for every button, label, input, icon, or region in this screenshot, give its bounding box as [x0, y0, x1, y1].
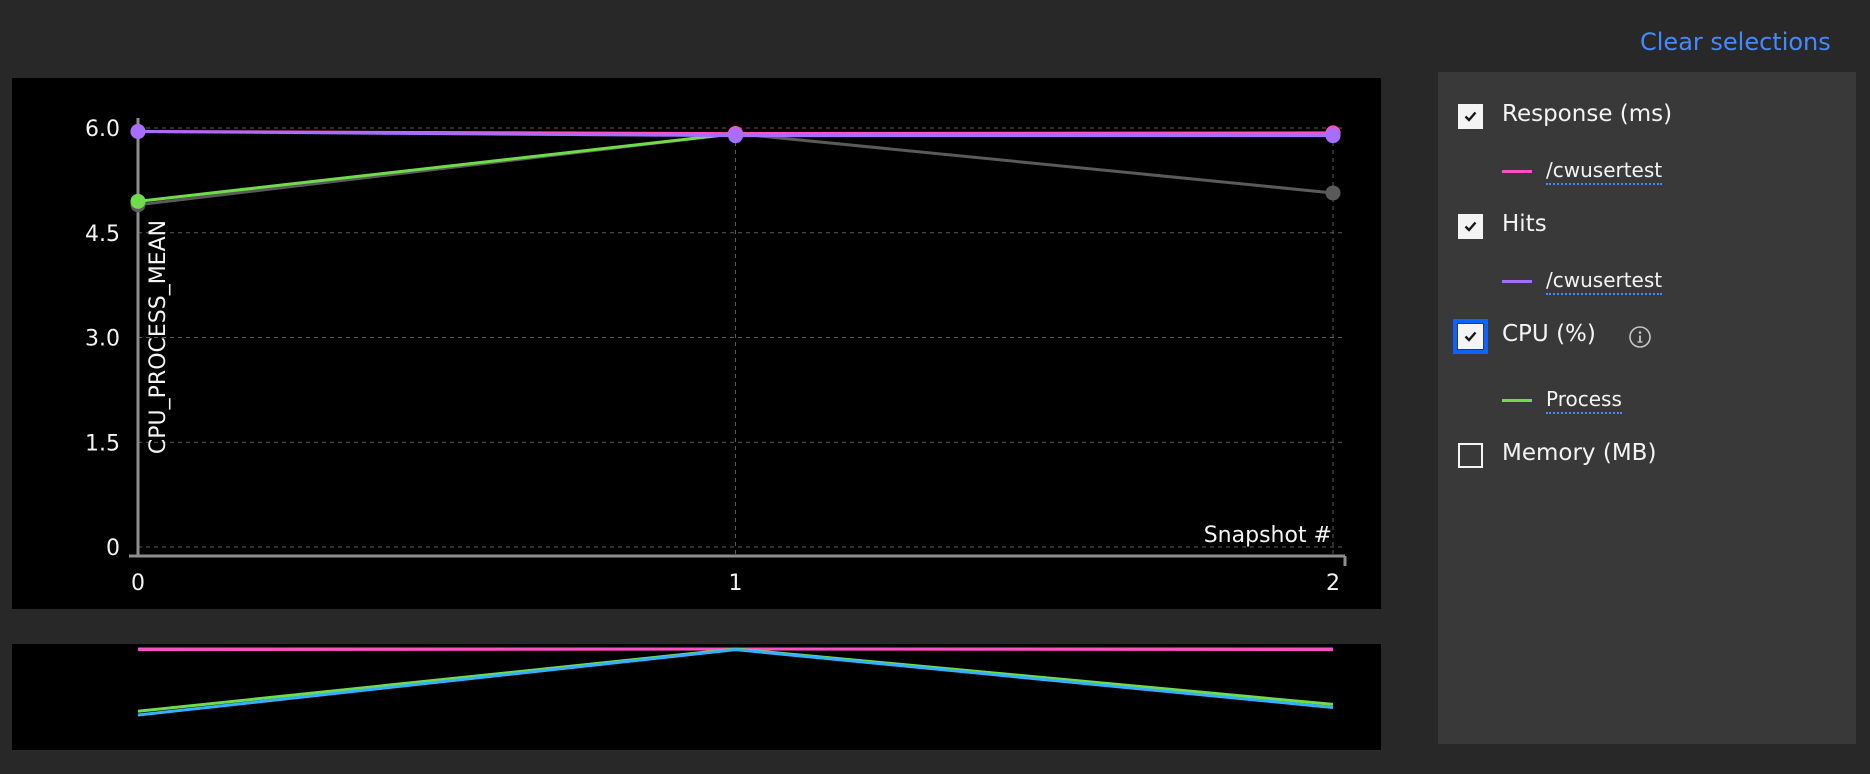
overview-line-3	[137, 648, 1334, 717]
data-point	[130, 123, 146, 139]
data-point	[1325, 128, 1341, 144]
checkmark-icon	[1464, 331, 1477, 342]
x-tick-label: 2	[1326, 571, 1340, 596]
overview-chart[interactable]	[12, 644, 1381, 750]
checkmark-icon	[1464, 111, 1477, 122]
y-tick-label: 6.0	[85, 117, 120, 142]
series-swatch	[1502, 280, 1532, 283]
cpu-checkbox[interactable]	[1453, 319, 1488, 354]
x-tick-label: 0	[131, 571, 145, 596]
x-axis-label: Snapshot #	[1204, 523, 1332, 548]
hits-checkbox[interactable]	[1458, 214, 1483, 239]
y-tick-label: 4.5	[85, 222, 120, 247]
response-checkbox[interactable]	[1458, 104, 1483, 129]
info-icon[interactable]	[1628, 325, 1652, 349]
overview-chart-svg	[137, 647, 1334, 717]
y-tick-label: 3.0	[85, 327, 120, 352]
cpu-label: CPU (%)	[1502, 321, 1596, 347]
hits-label: Hits	[1502, 211, 1547, 237]
y-tick-label: 0	[106, 536, 120, 561]
series-swatch	[1502, 399, 1532, 402]
clear-selections-button[interactable]: Clear selections	[1640, 28, 1831, 56]
main-chart[interactable]: 6.0 4.5 3.0 1.5 0 0 1 2 CPU_PROCESS_MEAN Snapshot…	[12, 78, 1381, 609]
response-label: Response (ms)	[1502, 101, 1673, 127]
y-tick-label: 1.5	[85, 431, 120, 456]
data-point	[1325, 185, 1341, 201]
series-label[interactable]: /cwusertest	[1546, 268, 1663, 295]
data-point	[130, 193, 146, 209]
series-label[interactable]: /cwusertest	[1546, 158, 1663, 185]
main-chart-svg: 6.0 4.5 3.0 1.5 00 1 2 CPU_PROCESS_MEAN Snapshot…	[85, 117, 1347, 596]
data-point	[728, 128, 743, 144]
checkmark-icon	[1464, 221, 1477, 232]
legend-panel: Response (ms) /cwusertest Hits /cwuserte…	[1438, 72, 1856, 744]
x-tick-label: 1	[729, 571, 743, 596]
y-axis-label: CPU_PROCESS_MEAN	[146, 220, 171, 454]
series-label[interactable]: Process	[1546, 387, 1622, 414]
memory-checkbox[interactable]	[1458, 443, 1483, 468]
series-swatch	[1502, 170, 1532, 173]
memory-label: Memory (MB)	[1502, 440, 1657, 466]
overview-line-2	[137, 647, 1334, 713]
